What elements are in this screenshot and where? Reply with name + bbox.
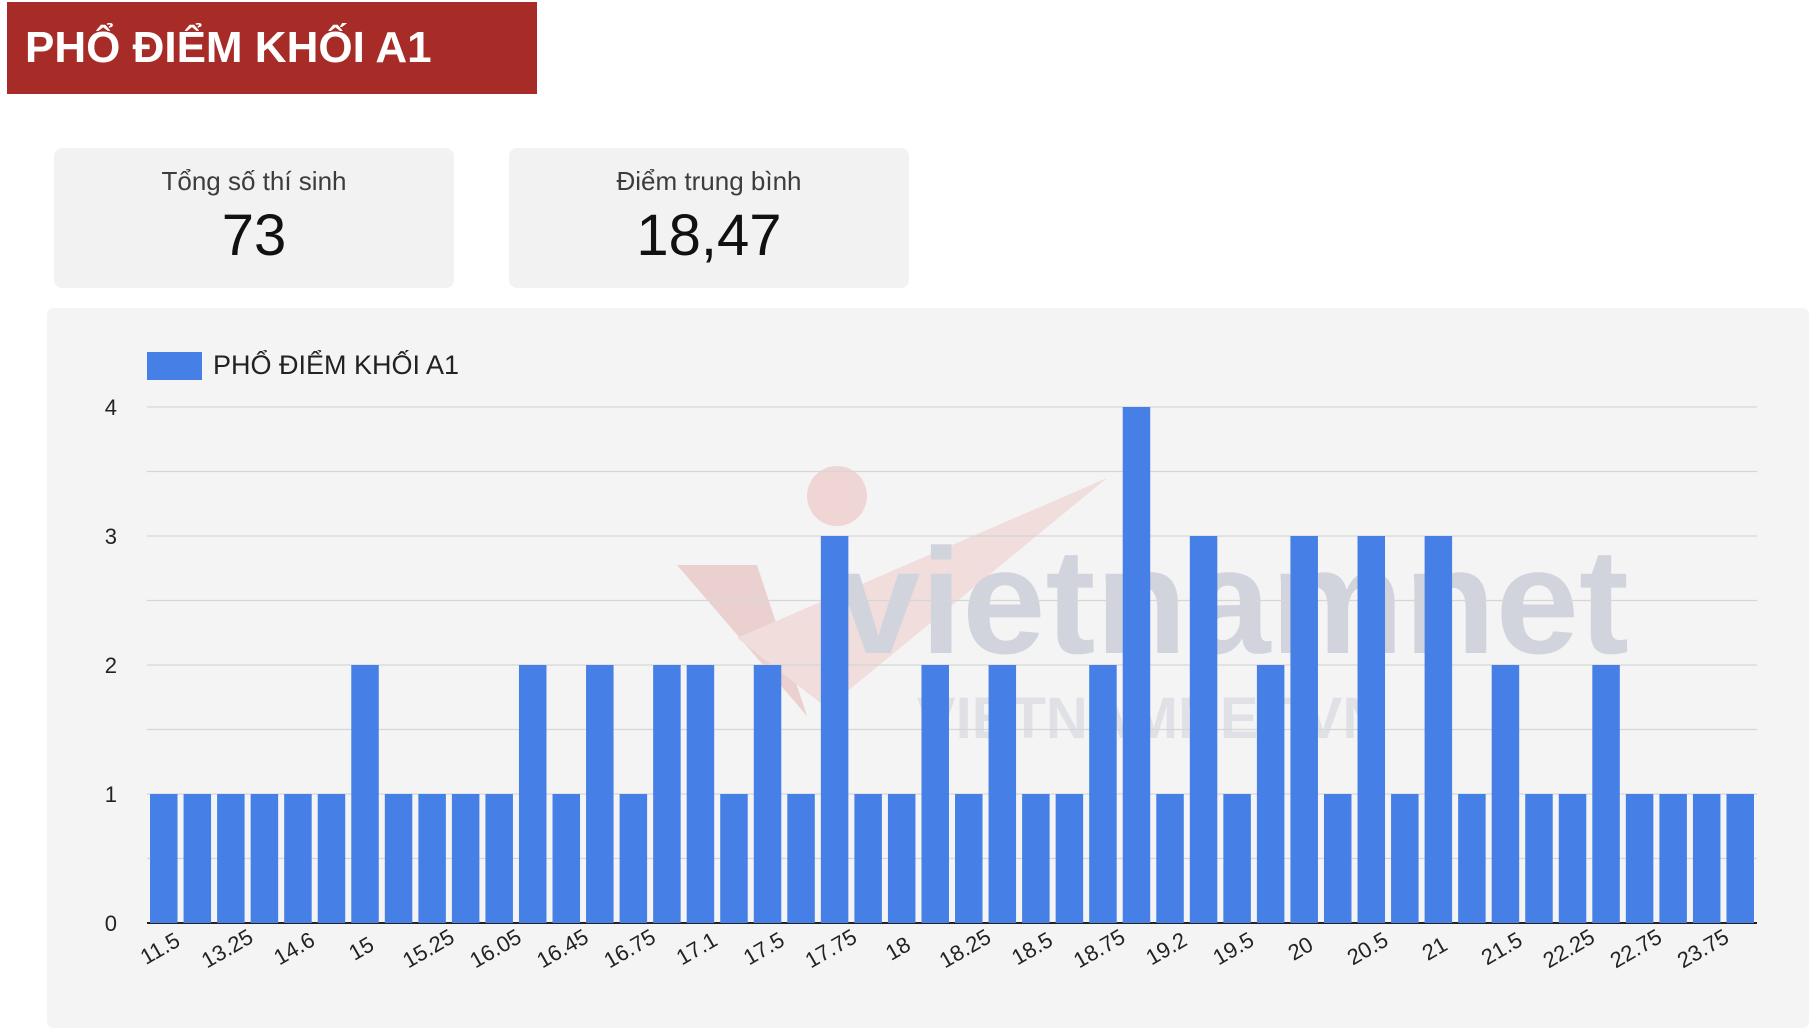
total-candidates-label: Tổng số thí sinh	[161, 166, 347, 196]
x-tick-label: 16.05	[465, 924, 525, 973]
bar-14.75	[317, 794, 346, 923]
bar-19.75	[1256, 665, 1285, 923]
x-tick-label: 20.5	[1343, 927, 1393, 970]
bar-18.9	[1122, 407, 1151, 923]
bar-17	[653, 665, 681, 923]
bar-20	[1290, 536, 1318, 923]
x-tick-label: 14.6	[269, 927, 319, 970]
bar-15.5	[451, 794, 480, 923]
bar-22.75	[1625, 794, 1654, 923]
bar-21.25	[1458, 794, 1486, 923]
x-tick-label: 16.75	[600, 924, 660, 973]
bar-21.5	[1491, 665, 1520, 923]
bar-chart: vietnamnet VIETNAMNET.VN 0 1 2 3 4 11.5 13.25…	[105, 395, 1757, 973]
bar-20.5	[1357, 536, 1386, 923]
bar-11.5	[150, 794, 178, 923]
bar-18.4	[988, 665, 1017, 923]
bar-17.25	[720, 794, 748, 923]
bar-19.5	[1223, 794, 1251, 923]
bar-17.5	[753, 665, 782, 923]
x-tick-label: 19.2	[1141, 927, 1191, 970]
bar-15	[351, 665, 379, 923]
bar-16.25	[518, 665, 547, 923]
bar-16.45	[552, 794, 581, 923]
x-tick-label: 22.75	[1606, 924, 1666, 973]
bar-22.25	[1558, 794, 1587, 923]
x-tick-label: 15.25	[398, 924, 458, 973]
average-score-value: 18,47	[636, 203, 782, 268]
bar-17.9	[854, 794, 882, 923]
bar-18.6	[1055, 794, 1084, 923]
bar-18.5	[1022, 794, 1050, 923]
x-tick-label: 19.5	[1209, 927, 1259, 970]
y-tick-label: 1	[105, 782, 117, 807]
chart-panel: vietnamnet VIETNAMNET.VN 0 1 2 3 4 11.5 13.25…	[47, 308, 1809, 1028]
total-candidates-value: 73	[221, 203, 287, 268]
bar-20.25	[1323, 794, 1352, 923]
x-tick-label: 18.25	[935, 924, 995, 973]
x-tick-label: 22.25	[1539, 924, 1599, 973]
bar-16.75	[619, 794, 648, 923]
bar-15.25	[418, 794, 446, 923]
x-tick-label: 17.75	[801, 924, 861, 973]
x-tick-label: 20	[1284, 932, 1318, 966]
bar-18	[887, 794, 916, 923]
x-tick-label: 21.5	[1477, 927, 1527, 970]
bar-13.75	[250, 794, 279, 923]
bar-17.75	[820, 536, 849, 923]
bar-16.05	[485, 794, 513, 923]
y-tick-label: 2	[105, 653, 117, 678]
page-title: PHỔ ĐIỂM KHỐI A1	[7, 2, 537, 94]
bar-24	[1726, 794, 1754, 923]
bar-23.75	[1692, 794, 1721, 923]
x-tick-label: 11.5	[136, 927, 184, 969]
bar-12.5	[183, 794, 212, 923]
bar-18.25	[955, 794, 983, 923]
y-tick-label: 0	[105, 911, 117, 936]
x-tick-label: 18.5	[1007, 927, 1057, 970]
y-tick-label: 4	[105, 395, 117, 420]
bar-23.25	[1659, 794, 1687, 923]
x-tick-label: 18	[881, 932, 915, 966]
bar-15.1	[384, 794, 413, 923]
x-tick-label: 13.25	[197, 924, 257, 973]
y-tick-label: 3	[105, 524, 117, 549]
bar-14.6	[284, 794, 312, 923]
legend-label: PHỔ ĐIỂM KHỐI A1	[213, 350, 460, 380]
x-tick-label: 23.75	[1673, 924, 1733, 973]
total-candidates-card: Tổng số thí sinh 73	[54, 148, 454, 288]
bar-21.75	[1525, 794, 1553, 923]
x-tick-label: 21	[1418, 932, 1452, 966]
average-score-label: Điểm trung bình	[616, 166, 802, 196]
bar-17.1	[686, 665, 715, 923]
average-score-card: Điểm trung bình 18,47	[509, 148, 909, 288]
bar-22.5	[1592, 665, 1620, 923]
x-tick-label: 15	[344, 932, 378, 966]
bar-18.2	[921, 665, 949, 923]
x-tick-label: 17.1	[672, 927, 722, 970]
bar-19.2	[1156, 794, 1184, 923]
bar-17.6	[787, 794, 815, 923]
bar-16.5	[586, 665, 614, 923]
bar-21	[1424, 536, 1453, 923]
x-tick-label: 17.5	[739, 927, 789, 970]
watermark-logo: vietnamnet VIETNAMNET.VN	[677, 466, 1629, 751]
bar-19.4	[1189, 536, 1218, 923]
x-tick-label: 18.75	[1069, 924, 1129, 973]
bar-20.75	[1391, 794, 1419, 923]
x-tick-label: 16.45	[532, 924, 592, 973]
legend-swatch	[147, 352, 202, 380]
bar-18.75	[1089, 665, 1117, 923]
bar-13.25	[217, 794, 245, 923]
